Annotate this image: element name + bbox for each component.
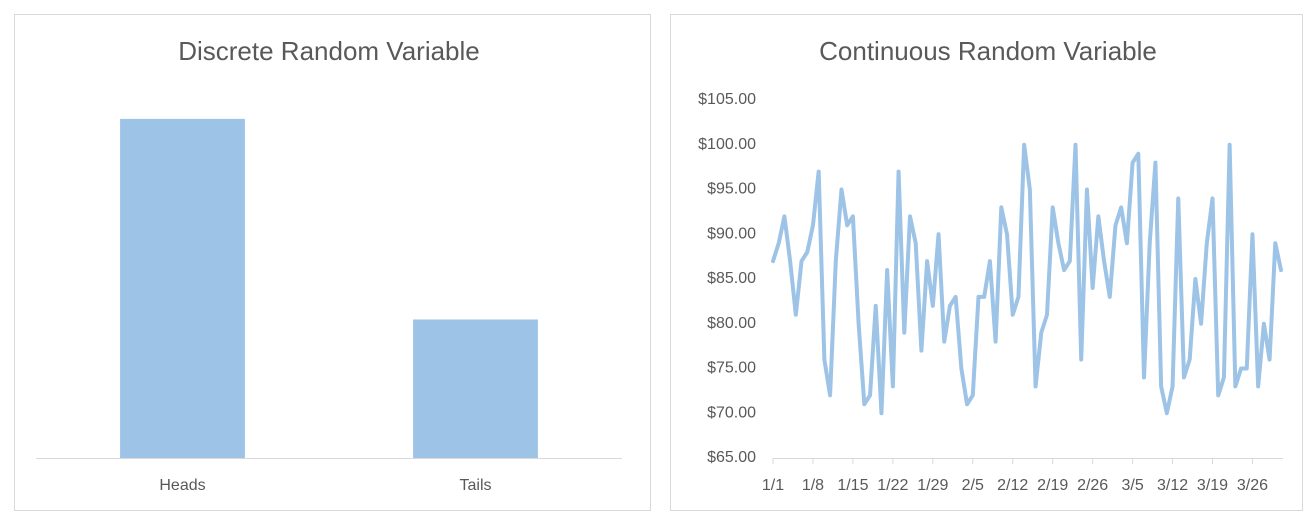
x-tick-label: 2/26 (1077, 477, 1108, 494)
y-tick-label: $65.00 (707, 449, 756, 466)
x-tick-label: 1/1 (762, 477, 784, 494)
x-tick-label: 3/12 (1157, 477, 1188, 494)
x-tick-label: 1/15 (837, 477, 868, 494)
panel (670, 14, 1303, 511)
y-tick-label: $105.00 (698, 91, 756, 108)
y-tick-label: $75.00 (707, 360, 756, 377)
x-tick-label: 2/19 (1037, 477, 1068, 494)
x-tick-label: 3/5 (1121, 477, 1143, 494)
panel (14, 14, 651, 511)
x-tick-label: 1/22 (877, 477, 908, 494)
x-tick-label: 1/29 (917, 477, 948, 494)
line-series (771, 142, 1283, 416)
x-tick-label: Tails (459, 477, 491, 494)
y-tick-label: $95.00 (707, 181, 756, 198)
x-tick-label: 1/8 (802, 477, 824, 494)
x-tick-label: 2/5 (962, 477, 984, 494)
chart-title: Continuous Random Variable (819, 36, 1157, 66)
bar (120, 118, 245, 458)
chart-title: Discrete Random Variable (178, 36, 480, 66)
x-tick-label: 3/26 (1237, 477, 1268, 494)
y-tick-label: $90.00 (707, 225, 756, 242)
y-tick-label: $100.00 (698, 136, 756, 153)
x-tick-label: 3/19 (1197, 477, 1228, 494)
y-tick-label: $70.00 (707, 404, 756, 421)
x-tick-label: Heads (159, 477, 205, 494)
bar (413, 319, 538, 458)
y-tick-label: $80.00 (707, 315, 756, 332)
x-tick-label: 2/12 (997, 477, 1028, 494)
y-tick-label: $85.00 (707, 270, 756, 287)
